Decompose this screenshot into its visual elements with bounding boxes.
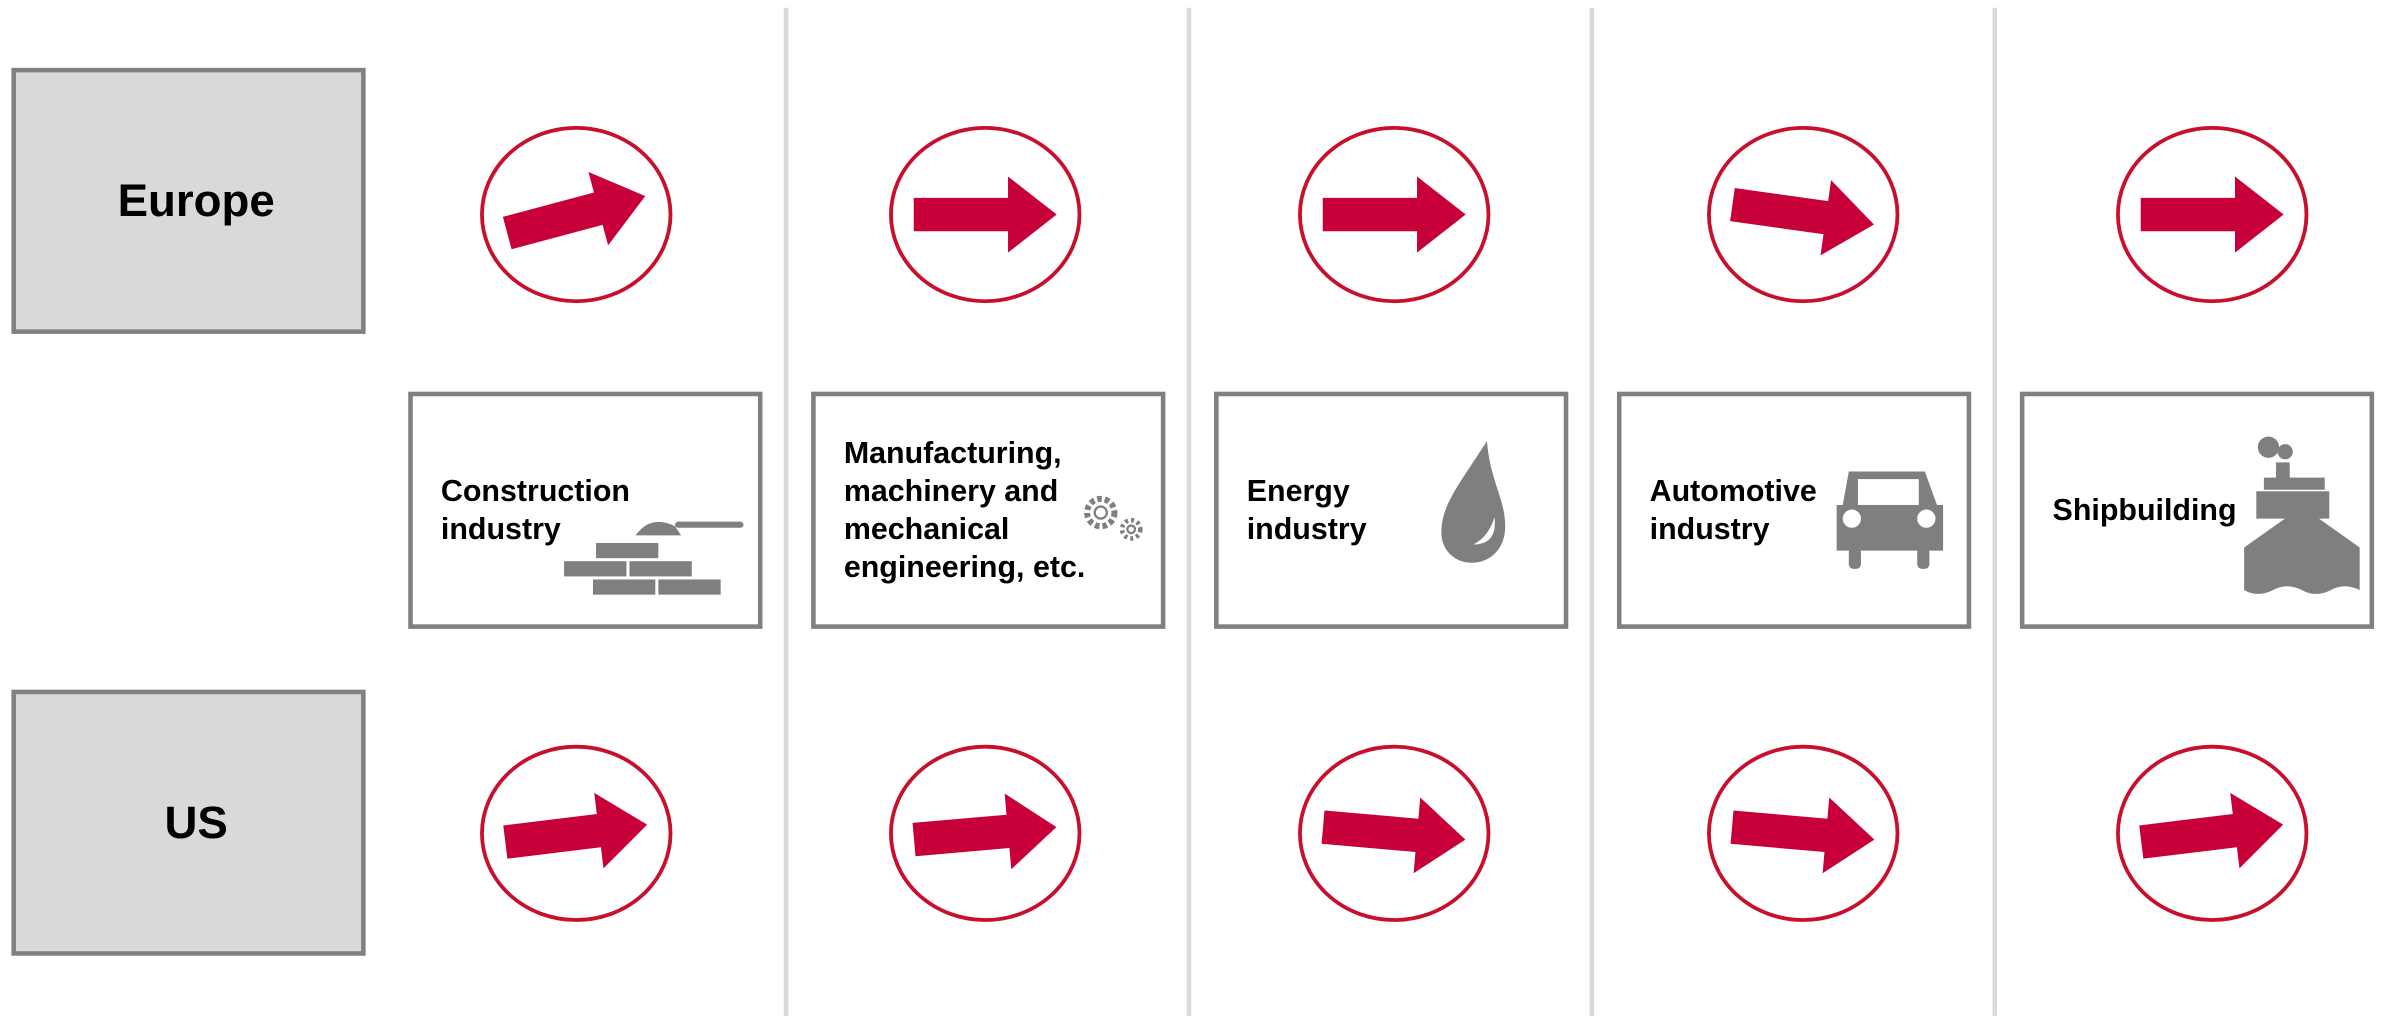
gears-icon — [1084, 495, 1143, 541]
trend-arrow — [1322, 176, 1466, 253]
column-separators — [783, 7, 1998, 1016]
industry-label-line: Shipbuilding — [2053, 493, 2237, 527]
trend-arrow — [1730, 180, 1874, 256]
region-box — [11, 689, 366, 956]
bricks-icon — [564, 521, 744, 595]
industry-box — [408, 391, 763, 629]
industry-label-line: machinery and — [844, 474, 1059, 508]
trend-arrow — [2140, 176, 2284, 253]
industry-label-line: industry — [1247, 512, 1367, 546]
trend-arrow — [502, 171, 646, 250]
industry-label-line: industry — [441, 512, 561, 546]
industry-label-line: Energy — [1247, 474, 1350, 508]
industry-label: Energy industry — [1247, 474, 1367, 546]
trend-arrow — [912, 793, 1057, 870]
trend-arrow — [1730, 797, 1875, 874]
drop-icon — [1441, 441, 1506, 563]
industry-label-line: mechanical — [844, 512, 1010, 546]
car-icon — [1836, 471, 1944, 569]
industry-box — [811, 391, 1166, 629]
industry-label-line: Construction — [441, 474, 630, 508]
trend-arrow — [1321, 797, 1466, 874]
ship-icon — [2244, 436, 2360, 594]
industry-label: Automotive industry — [1650, 474, 1817, 546]
industry-label-line: engineering, etc. — [844, 550, 1086, 584]
region-label: Europe — [118, 175, 275, 226]
industry-label: Shipbuilding — [2053, 493, 2237, 527]
industry-label-line: Manufacturing, — [844, 436, 1062, 470]
industry-box — [1616, 391, 1972, 629]
trend-arrow — [503, 792, 648, 869]
industry-label: Manufacturing, machinery and mechanical eng… — [844, 436, 1086, 584]
trend-arrow — [2139, 792, 2284, 869]
region-box — [11, 67, 366, 334]
industry-box — [2019, 391, 2375, 629]
industry-box — [1214, 391, 1569, 629]
industry-label-line: Automotive — [1650, 474, 1817, 508]
trend-arrow — [913, 176, 1057, 253]
region-label: US — [164, 797, 227, 848]
industry-label-line: industry — [1650, 512, 1770, 546]
industry-label: Construction industry — [441, 474, 630, 546]
